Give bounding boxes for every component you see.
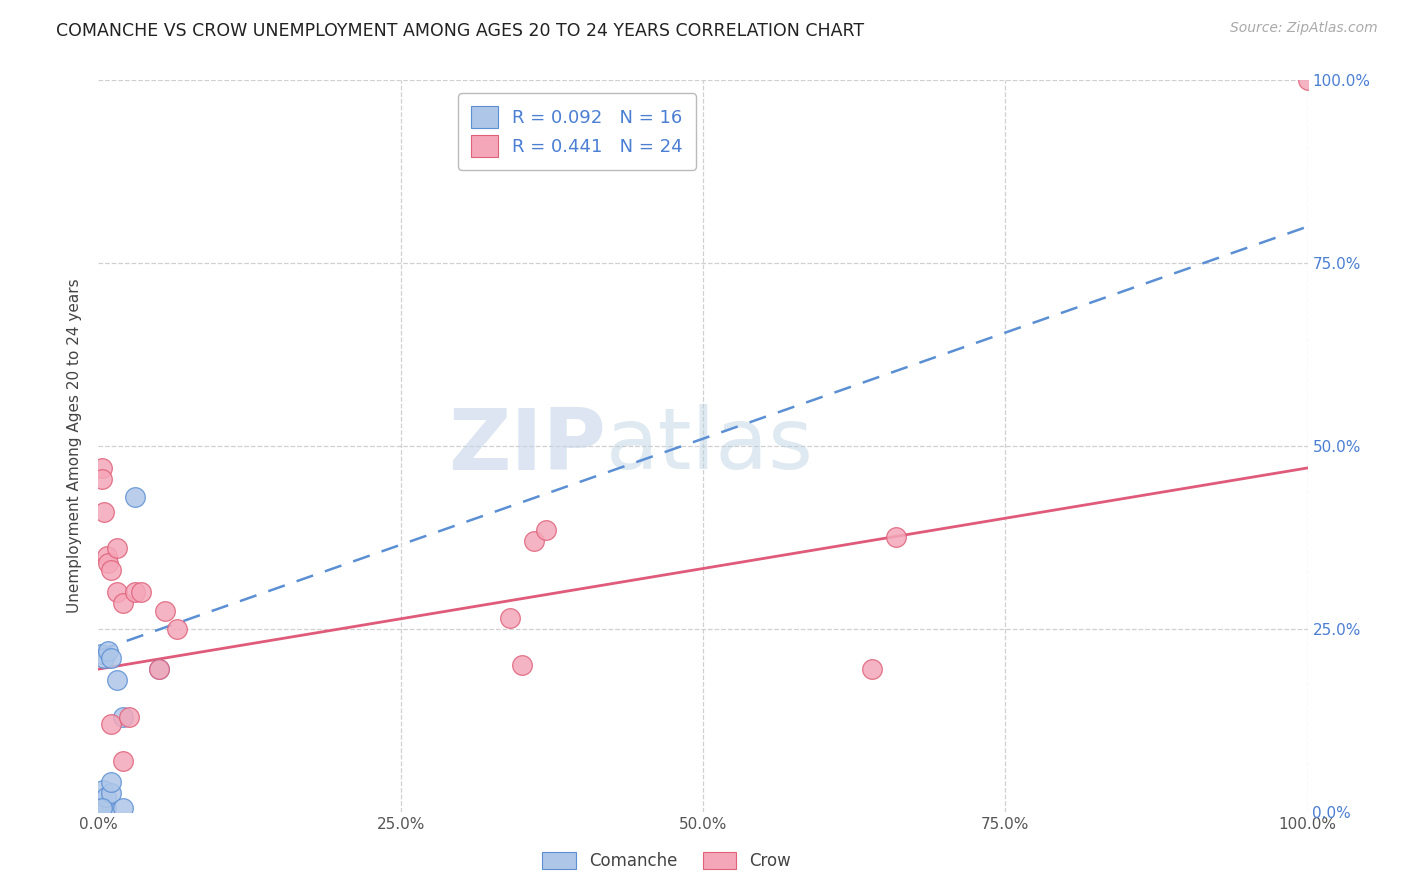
Point [860, 662, 883, 676]
Point [94, 790, 117, 805]
Point [105, 585, 128, 599]
Point [111, 801, 134, 815]
Point [148, 662, 170, 676]
Point [111, 754, 134, 768]
Point [105, 673, 128, 687]
Point [498, 611, 520, 625]
Point [129, 585, 152, 599]
Point [100, 787, 122, 801]
Text: Source: ZipAtlas.com: Source: ZipAtlas.com [1230, 21, 1378, 35]
Point [153, 603, 176, 617]
Point [510, 658, 533, 673]
Point [100, 717, 122, 731]
Point [97, 556, 120, 570]
Text: COMANCHE VS CROW UNEMPLOYMENT AMONG AGES 20 TO 24 YEARS CORRELATION CHART: COMANCHE VS CROW UNEMPLOYMENT AMONG AGES… [56, 22, 865, 40]
Point [124, 490, 146, 504]
Y-axis label: Unemployment Among Ages 20 to 24 years: Unemployment Among Ages 20 to 24 years [67, 278, 83, 614]
Point [96, 549, 118, 563]
Point [93, 651, 115, 665]
Point [100, 775, 122, 789]
Point [97, 644, 120, 658]
Point [534, 523, 557, 537]
Legend: Comanche, Crow: Comanche, Crow [536, 845, 797, 877]
Point [100, 563, 122, 577]
Point [124, 585, 146, 599]
Point [90, 648, 112, 662]
Point [91, 461, 114, 475]
Point [148, 662, 170, 676]
Point [111, 596, 134, 610]
Point [94, 801, 117, 815]
Text: atlas: atlas [606, 404, 814, 488]
Point [886, 530, 908, 544]
Point [100, 651, 122, 665]
Text: ZIP: ZIP [449, 404, 606, 488]
Point [91, 801, 114, 815]
Point [93, 505, 115, 519]
Point [105, 541, 128, 556]
Point [91, 472, 114, 486]
Point [118, 709, 141, 723]
Point [91, 801, 114, 815]
Point [111, 709, 134, 723]
Point [1296, 73, 1319, 87]
Point [166, 622, 188, 636]
Point [91, 782, 114, 797]
Point [523, 534, 546, 549]
